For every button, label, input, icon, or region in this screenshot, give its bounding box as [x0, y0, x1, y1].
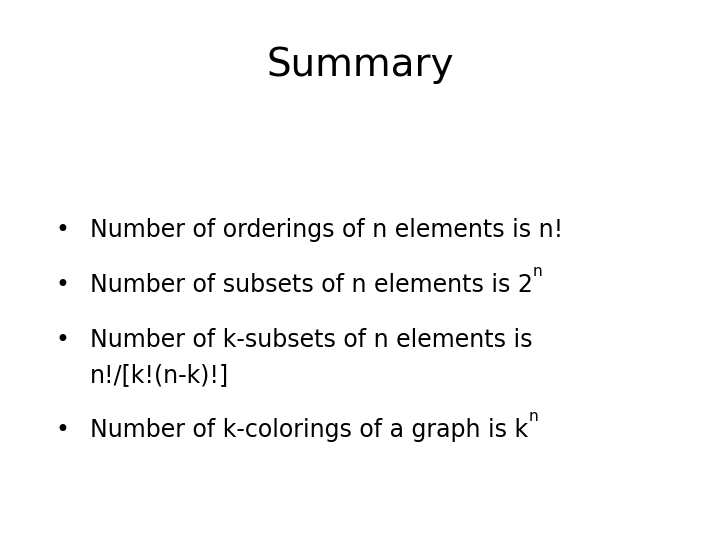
Text: n!/[k!(n-k)!]: n!/[k!(n-k)!]	[90, 363, 229, 387]
Text: Number of k-colorings of a graph is k: Number of k-colorings of a graph is k	[90, 418, 528, 442]
Text: Summary: Summary	[266, 46, 454, 84]
Text: Number of k-subsets of n elements is: Number of k-subsets of n elements is	[90, 328, 533, 352]
Text: Number of subsets of n elements is 2: Number of subsets of n elements is 2	[90, 273, 533, 297]
Text: •: •	[55, 418, 69, 442]
Text: •: •	[55, 328, 69, 352]
Text: •: •	[55, 273, 69, 297]
Text: n: n	[528, 409, 538, 424]
Text: •: •	[55, 218, 69, 242]
Text: n: n	[533, 264, 543, 279]
Text: Number of orderings of n elements is n!: Number of orderings of n elements is n!	[90, 218, 563, 242]
